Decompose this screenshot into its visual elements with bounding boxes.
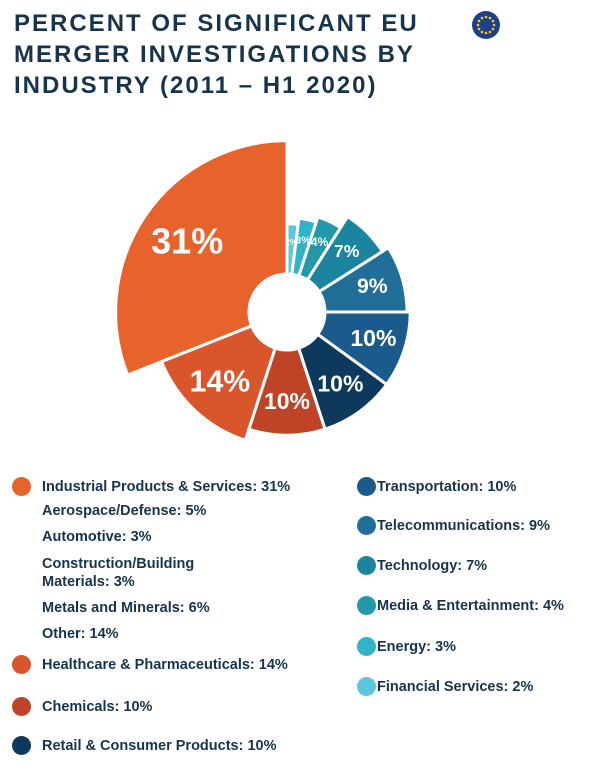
slice-label: 4% bbox=[311, 235, 329, 249]
pie-slice bbox=[159, 324, 278, 443]
pie-slice bbox=[247, 346, 327, 437]
legend-label: Chemicals: 10% bbox=[42, 699, 153, 715]
legend-label: Technology: 7% bbox=[377, 558, 488, 574]
legend-label: Retail & Consumer Products: 10% bbox=[42, 738, 277, 754]
slice-label: 9% bbox=[357, 275, 388, 298]
legend-swatch bbox=[357, 516, 376, 535]
legend-swatch bbox=[12, 736, 31, 755]
legend-label: Financial Services: 2% bbox=[377, 679, 534, 695]
pie-slice bbox=[296, 332, 389, 432]
pie-slice bbox=[114, 139, 289, 378]
legend-swatch bbox=[357, 677, 376, 696]
legend-swatch bbox=[12, 477, 31, 496]
slice-label: 10% bbox=[317, 371, 363, 397]
slice-label: 2% bbox=[285, 237, 298, 247]
legend-swatch bbox=[12, 697, 31, 716]
slice-label: 3% bbox=[295, 235, 310, 246]
slice-label: 7% bbox=[334, 241, 360, 261]
legend-label: Transportation: 10% bbox=[377, 479, 517, 495]
legend-label: Media & Entertainment: 4% bbox=[377, 598, 564, 614]
eu-flag bbox=[472, 11, 500, 39]
slice-label: 31% bbox=[151, 221, 223, 262]
pie-slice bbox=[285, 222, 300, 276]
slice-label: 14% bbox=[190, 365, 251, 398]
legend-sub-item: Metals and Minerals: 6% bbox=[42, 600, 210, 616]
chart-title: PERCENT OF SIGNIFICANT EU MERGER INVESTI… bbox=[14, 10, 419, 99]
legend-sub-item: Automotive: 3% bbox=[42, 529, 152, 545]
legend-label: Healthcare & Pharmaceuticals: 14% bbox=[42, 657, 288, 673]
slice-label: 10% bbox=[264, 388, 310, 414]
pie-slice bbox=[317, 245, 409, 314]
legend-sub-item: Construction/Building Materials: 3% bbox=[42, 556, 195, 590]
legend-swatch bbox=[357, 556, 376, 575]
slice-label: 10% bbox=[350, 325, 396, 351]
pie-slice bbox=[305, 214, 385, 294]
legend-label: Energy: 3% bbox=[377, 639, 456, 655]
legend-label: Industrial Products & Services: 31% bbox=[42, 479, 291, 495]
pie-slice bbox=[296, 215, 343, 282]
legend-label: Telecommunications: 9% bbox=[377, 518, 550, 534]
legend-swatch bbox=[357, 637, 376, 656]
legend-swatch bbox=[12, 655, 31, 674]
legend-swatch bbox=[357, 596, 376, 615]
pie-slice bbox=[315, 310, 412, 387]
legend-swatch bbox=[357, 477, 376, 496]
legend-sub-item: Aerospace/Defense: 5% bbox=[42, 503, 207, 519]
legend-sub-item: Other: 14% bbox=[42, 626, 119, 642]
